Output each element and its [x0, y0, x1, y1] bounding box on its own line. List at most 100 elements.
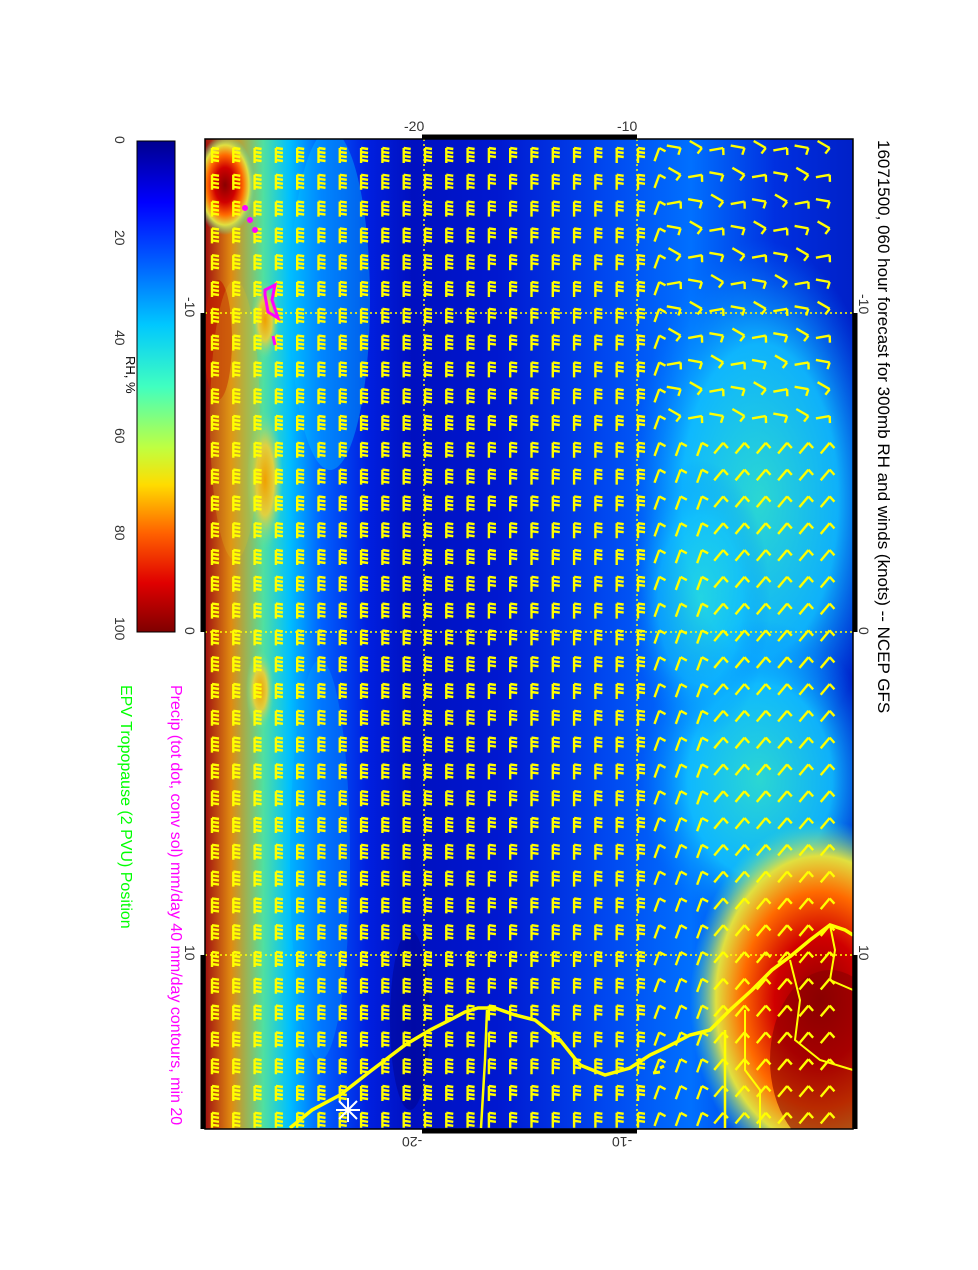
wind-barb	[530, 388, 539, 405]
wind-barb	[819, 817, 836, 830]
wind-barb	[232, 200, 241, 217]
wind-barb	[509, 575, 518, 592]
wind-barb	[734, 736, 751, 750]
wind-barb	[636, 548, 646, 565]
wind-barb	[653, 656, 667, 671]
wind-barb	[232, 709, 241, 726]
wind-barb	[636, 950, 646, 967]
wind-barb	[253, 441, 262, 458]
wind-barb	[615, 950, 624, 967]
wind-barb	[338, 950, 347, 967]
wind-barb	[338, 495, 347, 512]
wind-barb	[530, 173, 539, 190]
wind-barb	[753, 300, 767, 316]
wind-barb	[713, 495, 729, 508]
wind-barb	[274, 575, 284, 592]
wind-barb	[794, 361, 810, 370]
wind-barb	[509, 656, 518, 673]
wind-barb	[773, 412, 789, 424]
wind-barb	[795, 407, 810, 423]
wind-barb	[773, 227, 789, 236]
wind-barb	[674, 870, 688, 886]
wind-barb	[338, 146, 347, 163]
wind-barb	[466, 361, 475, 378]
wind-barb	[232, 629, 241, 646]
wind-barb	[594, 146, 603, 163]
wind-barb	[232, 280, 241, 297]
wind-barb	[253, 736, 262, 753]
wind-barb	[594, 682, 603, 699]
wind-barb	[713, 951, 729, 964]
wind-barb	[615, 254, 624, 271]
wind-barb	[232, 468, 241, 485]
wind-barb	[445, 280, 454, 297]
wind-barb	[755, 549, 772, 562]
wind-barb	[798, 736, 815, 750]
wind-barb	[423, 1058, 433, 1075]
wind-barb	[819, 522, 836, 535]
wind-barb	[317, 334, 326, 351]
wind-barb	[551, 656, 560, 673]
wind-barb	[530, 736, 539, 753]
wind-barb	[338, 1004, 347, 1021]
wind-barb	[381, 924, 390, 941]
wind-barb	[232, 414, 241, 431]
wind-barb	[755, 817, 772, 830]
wind-barb	[338, 280, 347, 297]
wind-barb	[381, 280, 390, 297]
wind-barb	[466, 575, 475, 592]
wind-barb	[730, 385, 746, 397]
wind-barb	[636, 1084, 646, 1101]
wind-barb	[755, 441, 772, 455]
wind-barb	[615, 763, 624, 780]
wind-barb	[210, 575, 220, 592]
wind-barb	[359, 468, 369, 485]
colorbar-tick-80: 80	[112, 525, 128, 541]
wind-barb	[210, 307, 220, 324]
wind-barb	[466, 656, 475, 673]
wind-barb	[466, 307, 475, 324]
wind-barb	[296, 388, 305, 405]
wind-barb	[210, 227, 220, 244]
wind-barb	[487, 227, 497, 244]
wind-barb	[594, 656, 603, 673]
wind-barb	[572, 200, 582, 217]
wind-barb	[572, 1004, 582, 1021]
wind-barb	[509, 361, 518, 378]
wind-barb	[402, 1111, 411, 1128]
wind-barb	[253, 146, 262, 163]
wind-barb	[777, 897, 793, 910]
wind-barb	[713, 843, 729, 857]
wind-barb	[674, 924, 688, 939]
wind-barb	[445, 146, 454, 163]
wind-barb	[572, 227, 582, 244]
wind-barb	[731, 247, 746, 262]
wind-barb	[653, 1058, 667, 1073]
wind-barb	[798, 468, 815, 482]
wind-barb	[381, 1084, 390, 1101]
wind-barb	[798, 629, 815, 642]
wind-barb	[713, 924, 729, 937]
wind-barb	[730, 200, 746, 209]
wind-barb	[338, 173, 347, 190]
wind-barb	[445, 522, 454, 539]
wind-barb	[359, 1004, 369, 1021]
wind-barb	[317, 736, 326, 753]
wind-barb	[551, 629, 560, 646]
colorbar-tick-40: 40	[112, 330, 128, 346]
wind-barb	[755, 843, 772, 857]
wind-barb	[572, 280, 582, 297]
wind-barb	[734, 522, 751, 535]
wind-barb	[466, 548, 475, 565]
wind-barb	[594, 950, 603, 967]
wind-barb	[798, 441, 815, 455]
wind-barb	[487, 602, 497, 619]
wind-barb	[402, 843, 411, 860]
wind-barb	[636, 495, 646, 512]
wind-barb	[402, 682, 411, 699]
wind-barb	[636, 924, 646, 941]
wind-barb	[615, 870, 624, 887]
wind-barb	[296, 977, 305, 994]
wind-barb	[274, 388, 284, 405]
wind-barb	[466, 227, 475, 244]
